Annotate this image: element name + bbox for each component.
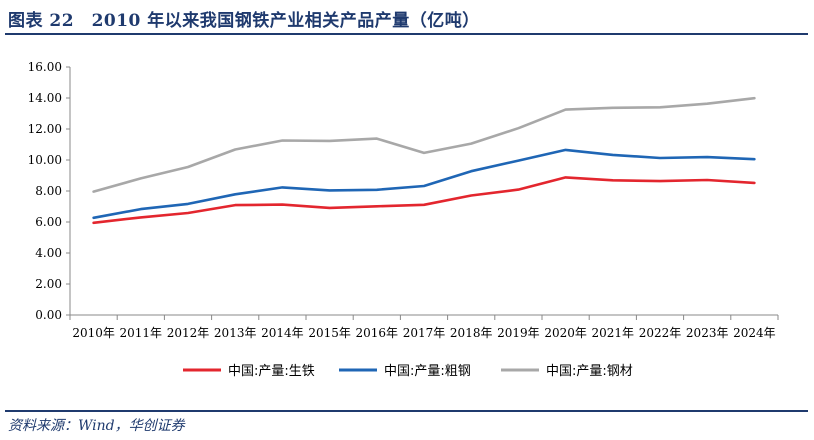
series-line-2: [92, 148, 756, 220]
x-tick-label: 2024年: [733, 326, 776, 340]
x-tick-label: 2023年: [686, 326, 729, 340]
y-tick-label: 0.00: [35, 308, 62, 322]
chart-axes: [69, 67, 778, 316]
legend-label-2: 中国:产量:粗钢: [384, 364, 471, 379]
y-tick-label: 14.00: [28, 91, 62, 105]
y-tick-label: 10.00: [28, 153, 62, 167]
source-rule: [5, 410, 808, 412]
x-tick-label: 2013年: [214, 326, 257, 340]
x-tick-label: 2021年: [592, 326, 635, 340]
y-tick-label: 12.00: [28, 122, 62, 136]
y-axis-ticks: 0.00 2.00 4.00 6.00 8.00 10.00 12.00 14.00 16.00: [28, 60, 70, 322]
x-tick-label: 2020年: [544, 326, 587, 340]
chart-legend: 中国:产量:生铁 中国:产量:粗钢 中国:产量:钢材: [183, 364, 633, 379]
y-tick-label: 8.00: [35, 184, 62, 198]
y-tick-label: 4.00: [35, 246, 62, 260]
y-tick-label: 6.00: [35, 215, 62, 229]
x-tick-label: 2011年: [120, 326, 163, 340]
y-tick-label: 2.00: [35, 277, 62, 291]
legend-label-1: 中国:产量:生铁: [228, 364, 315, 379]
x-tick-label: 2016年: [356, 326, 399, 340]
x-tick-label: 2015年: [308, 326, 351, 340]
x-tick-label: 2012年: [167, 326, 210, 340]
x-tick-label: 2022年: [639, 326, 682, 340]
series-line-3: [92, 96, 756, 193]
legend-label-3: 中国:产量:钢材: [546, 364, 633, 379]
figure-title: 图表 22 2010 年以来我国钢铁产业相关产品产量（亿吨）: [8, 11, 480, 31]
x-tick-label: 2017年: [403, 326, 446, 340]
x-tick-label: 2014年: [261, 326, 304, 340]
series-lines: [92, 96, 756, 225]
x-axis-ticks: 2010年 2011年 2012年 2013年 2014年 2015年 2016年 2017年…: [69, 315, 779, 340]
y-tick-label: 16.00: [28, 60, 62, 74]
source-note: 资料来源：Wind，华创证券: [8, 418, 185, 434]
title-rule: [5, 33, 808, 35]
x-tick-label: 2010年: [72, 326, 115, 340]
x-tick-label: 2018年: [450, 326, 493, 340]
x-tick-label: 2019年: [497, 326, 540, 340]
series-line-1: [92, 176, 756, 225]
